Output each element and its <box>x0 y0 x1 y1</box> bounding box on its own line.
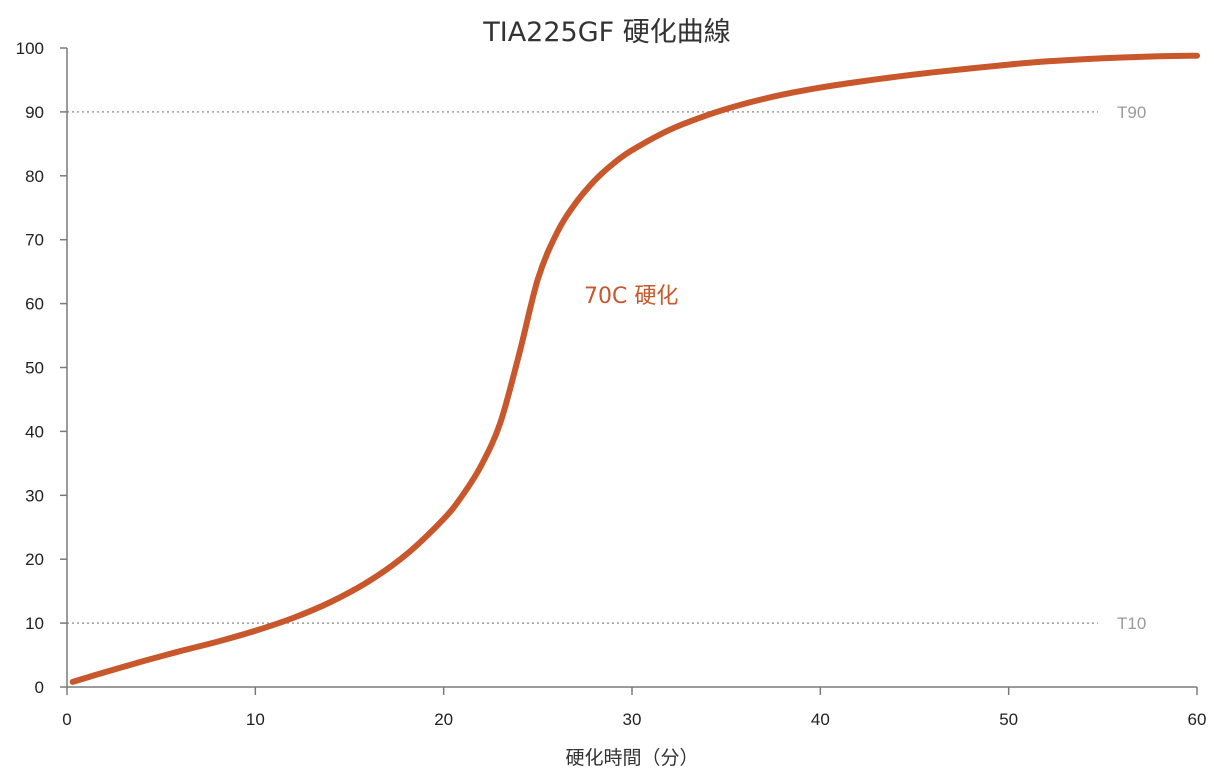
reference-label-t90: T90 <box>1117 103 1146 122</box>
y-tick-label: 70 <box>25 231 44 250</box>
y-tick-label: 90 <box>25 103 44 122</box>
y-tick-label: 30 <box>25 486 44 505</box>
x-tick-label: 40 <box>811 710 830 729</box>
series-group <box>69 52 1200 685</box>
chart-title: TIA225GF 硬化曲線 <box>483 17 731 48</box>
y-tick-label: 80 <box>25 167 44 186</box>
x-tick-label: 20 <box>434 710 453 729</box>
axes <box>66 48 1197 688</box>
y-ticks: 0 10 20 30 40 50 60 70 80 90 100 <box>16 39 67 697</box>
reference-lines: T90 T10 <box>67 103 1146 633</box>
x-tick-label: 0 <box>62 710 71 729</box>
y-tick-label: 0 <box>35 678 44 697</box>
y-tick-label: 40 <box>25 422 44 441</box>
x-tick-label: 30 <box>623 710 642 729</box>
reference-label-t10: T10 <box>1117 614 1146 633</box>
x-ticks: 0 10 20 30 40 50 60 <box>62 687 1206 729</box>
series-line-0 <box>69 52 1200 685</box>
x-axis-title: 硬化時間（分） <box>565 747 698 769</box>
x-tick-label: 50 <box>999 710 1018 729</box>
x-tick-label: 60 <box>1188 710 1207 729</box>
y-tick-label: 20 <box>25 550 44 569</box>
y-tick-label: 60 <box>25 295 44 314</box>
y-tick-label: 50 <box>25 359 44 378</box>
y-tick-label: 10 <box>25 614 44 633</box>
y-tick-label: 100 <box>16 39 44 58</box>
x-tick-label: 10 <box>246 710 265 729</box>
series-label: 70C 硬化 <box>584 284 678 309</box>
